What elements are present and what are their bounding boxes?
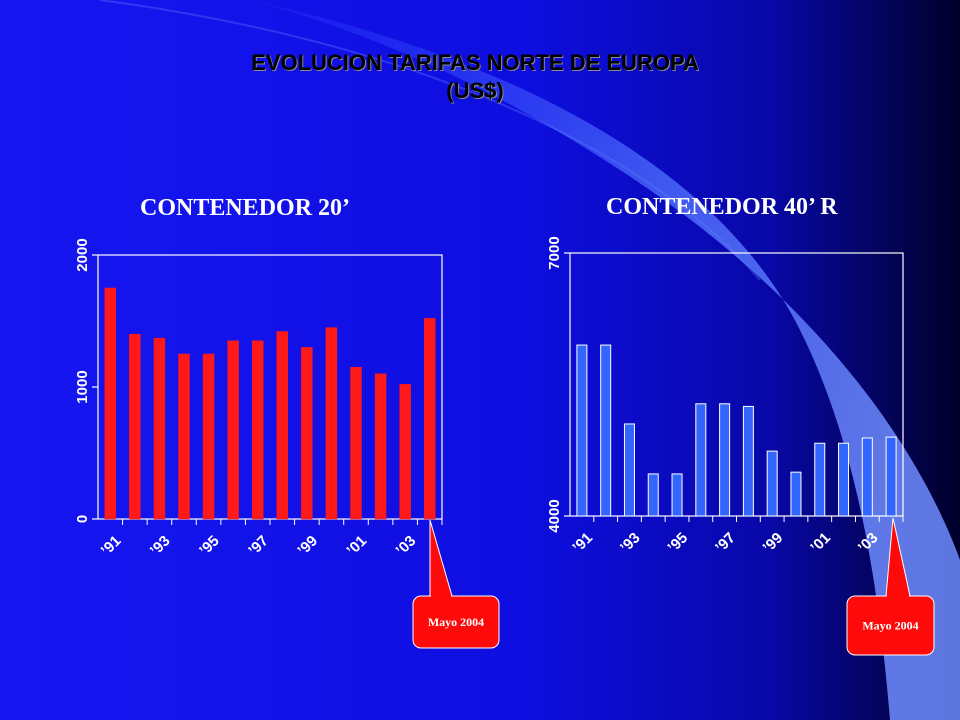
bar: [647, 473, 659, 517]
plot-area-0: [97, 254, 443, 520]
x-tick-label: ’93: [147, 532, 174, 559]
slide-title: EVOLUCION TARIFAS NORTE DE EUROPA: [251, 50, 699, 75]
callout-label: Mayo 2004: [428, 615, 484, 629]
bar: [227, 340, 239, 520]
x-tick-label: ’91: [98, 532, 125, 559]
bar: [600, 344, 612, 517]
x-tick-label: ’95: [196, 532, 223, 559]
x-tick-label: ’91: [569, 529, 596, 556]
bar: [742, 405, 754, 517]
bar: [301, 347, 313, 520]
bar: [719, 403, 731, 517]
bar: [838, 442, 850, 517]
x-tick-label: ’99: [760, 529, 787, 556]
bar: [861, 437, 873, 517]
x-tick-label: ’95: [664, 529, 691, 556]
x-tick-label: ’01: [807, 529, 834, 556]
bar: [129, 333, 141, 520]
x-tick-label: ’03: [855, 529, 882, 556]
y-tick-label: 4000: [546, 499, 563, 532]
x-tick-label: ’97: [712, 529, 739, 556]
bar: [104, 287, 117, 520]
bar: [885, 436, 897, 517]
bar: [276, 331, 289, 520]
y-tick-label: 2000: [74, 238, 91, 271]
x-tick-label: ’99: [294, 532, 321, 559]
bar: [766, 450, 778, 517]
callout-pointer: [885, 517, 911, 597]
bar: [576, 344, 588, 517]
x-tick-label: ’97: [245, 532, 272, 559]
bar: [325, 327, 338, 520]
bar: [790, 471, 802, 517]
y-tick-label: 0: [74, 515, 91, 523]
plot-area-1: [569, 252, 904, 517]
y-tick-label: 7000: [546, 236, 563, 269]
bar: [399, 384, 411, 520]
x-tick-label: ’01: [343, 532, 370, 559]
callout-box: [412, 595, 500, 649]
bar: [350, 366, 362, 520]
y-tick-label: 1000: [74, 370, 91, 403]
bar: [374, 373, 387, 520]
bar: [695, 403, 707, 517]
callout-label: Mayo 2004: [862, 619, 918, 633]
chart-20-title: CONTENEDOR 20’: [140, 195, 351, 221]
x-tick-label: ’93: [617, 529, 644, 556]
bar: [251, 340, 264, 520]
slide-subtitle: (US$): [446, 78, 504, 103]
callout-pointer: [429, 519, 453, 597]
chart-40r-title: CONTENEDOR 40’ R: [606, 194, 838, 220]
bar: [202, 353, 215, 520]
bar: [423, 318, 436, 520]
bar: [623, 423, 635, 517]
bar: [814, 442, 826, 517]
bar: [671, 473, 683, 517]
bar: [178, 353, 190, 520]
bar: [153, 337, 166, 520]
x-tick-label: ’03: [393, 532, 420, 559]
